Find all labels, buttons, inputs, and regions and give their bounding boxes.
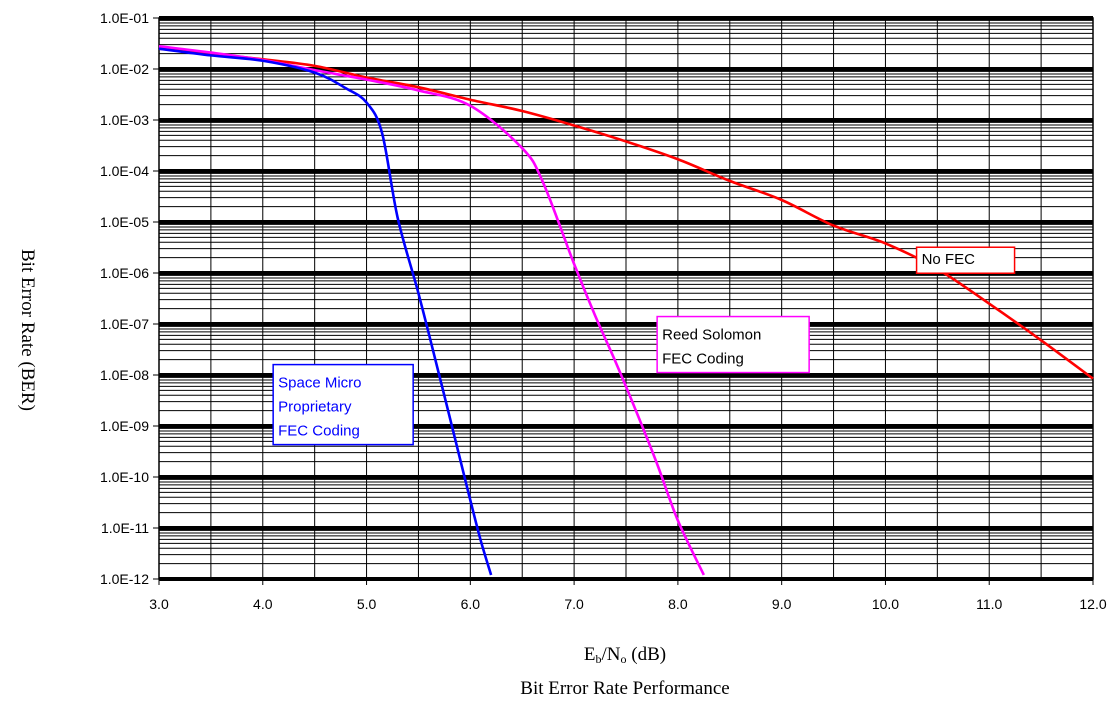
series-label-text: FEC Coding — [662, 351, 744, 368]
x-tick-label: 3.0 — [149, 596, 169, 612]
x-tick-label: 10.0 — [872, 596, 899, 612]
series-label-text: FEC Coding — [278, 423, 360, 440]
x-tick-label: 6.0 — [461, 596, 481, 612]
y-axis-ticks: 1.0E-01 1.0E-02 1.0E-03 1.0E-04 1.0E-05 1.0E-… — [100, 10, 159, 587]
plot-frame — [158, 17, 1094, 580]
x-tick-label: 11.0 — [976, 596, 1002, 612]
x-label-o-sub: o — [621, 652, 627, 666]
series-label-text: Space Micro — [278, 375, 361, 392]
y-tick-label: 1.0E-12 — [100, 571, 149, 587]
y-tick-label: 1.0E-07 — [100, 316, 149, 332]
y-tick-label: 1.0E-11 — [101, 520, 149, 536]
y-tick-label: 1.0E-05 — [100, 214, 149, 230]
series-labels-layer: No FEC Reed Solomon FEC Coding Space Micro P… — [272, 246, 1016, 446]
series-label-text: Reed Solomon — [662, 327, 761, 344]
y-tick-label: 1.0E-10 — [100, 469, 149, 485]
series-label-box-1 — [656, 315, 810, 374]
y-tick-label: 1.0E-01 — [100, 10, 149, 26]
y-tick-label: 1.0E-03 — [100, 112, 149, 128]
x-label-b-sub: b — [596, 652, 602, 666]
x-label-n: /N — [602, 644, 621, 665]
series-label-text: Proprietary — [278, 399, 352, 416]
x-label-e: E — [584, 644, 596, 665]
x-tick-label: 5.0 — [357, 596, 377, 612]
series-line-2 — [158, 47, 493, 576]
series-label-text: No FEC — [922, 251, 976, 268]
chart-title: Bit Error Rate Performance — [520, 678, 729, 699]
x-tick-label: 9.0 — [772, 596, 792, 612]
x-label-unit: (dB) — [627, 644, 667, 665]
x-tick-label: 8.0 — [668, 596, 688, 612]
y-axis-label: Bit Error Rate (BER) — [17, 249, 38, 411]
x-tick-label: 4.0 — [253, 596, 273, 612]
x-tick-label: 7.0 — [564, 596, 584, 612]
y-tick-label: 1.0E-02 — [100, 61, 149, 77]
y-tick-label: 1.0E-09 — [100, 418, 149, 434]
x-axis-ticks: 3.0 4.0 5.0 6.0 7.0 8.0 9.0 10.0 11.0 12.0 — [149, 579, 1107, 612]
y-tick-label: 1.0E-08 — [100, 367, 149, 383]
x-tick-label: 12.0 — [1079, 596, 1106, 612]
series-label-box-0 — [915, 246, 1016, 274]
grid-layer — [158, 16, 1094, 581]
y-tick-label: 1.0E-04 — [100, 163, 149, 179]
series-label-box-2 — [272, 363, 414, 446]
x-axis-label: Eb/No (dB) — [584, 644, 666, 666]
y-tick-label: 1.0E-06 — [100, 265, 149, 281]
